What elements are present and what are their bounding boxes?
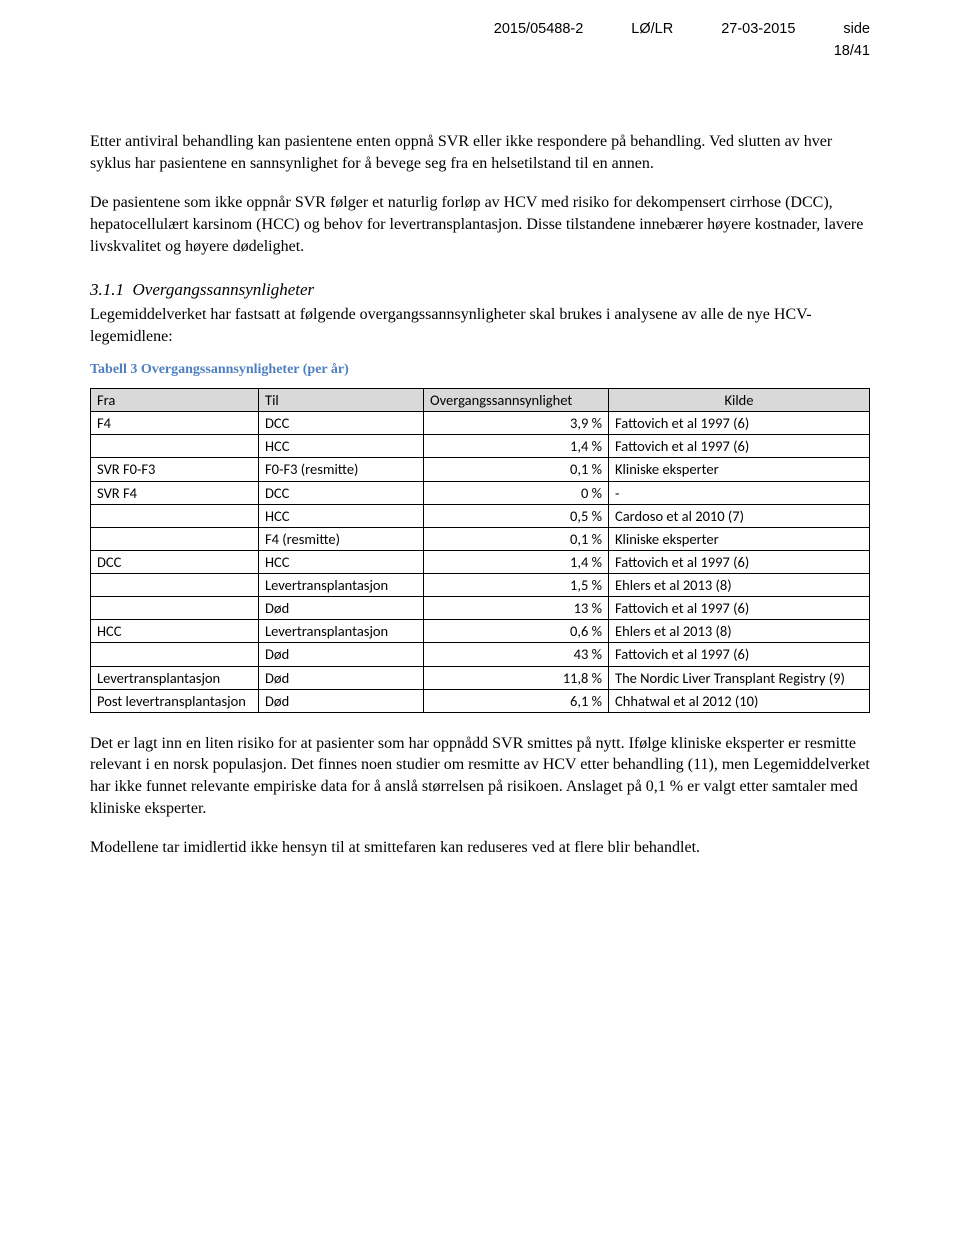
case-number: 2015/05488-2	[494, 20, 584, 40]
th-source: Kilde	[609, 389, 870, 412]
cell-source: Kliniske eksperter	[609, 527, 870, 550]
paragraph-3: Det er lagt inn en liten risiko for at p…	[90, 733, 870, 819]
paragraph-1: Etter antiviral behandling kan pasienten…	[90, 131, 870, 174]
table-row: DCCHCC1,4 %Fattovich et al 1997 (6)	[91, 550, 870, 573]
cell-prob: 13 %	[424, 597, 609, 620]
cell-prob: 0,1 %	[424, 527, 609, 550]
cell-prob: 6,1 %	[424, 689, 609, 712]
table-header-row: Fra Til Overgangssannsynlighet Kilde	[91, 389, 870, 412]
table-row: Levertransplantasjon1,5 %Ehlers et al 20…	[91, 574, 870, 597]
cell-from	[91, 574, 259, 597]
doc-header-row: 2015/05488-2 LØ/LR 27-03-2015 side	[90, 20, 870, 40]
cell-prob: 0,1 %	[424, 458, 609, 481]
cell-source: Fattovich et al 1997 (6)	[609, 412, 870, 435]
cell-prob: 1,5 %	[424, 574, 609, 597]
cell-source: -	[609, 481, 870, 504]
section-intro: Legemiddelverket har fastsatt at følgend…	[90, 304, 870, 347]
cell-to: Levertransplantasjon	[259, 574, 424, 597]
cell-to: HCC	[259, 550, 424, 573]
cell-from	[91, 597, 259, 620]
cell-from: Levertransplantasjon	[91, 666, 259, 689]
cell-from	[91, 527, 259, 550]
cell-source: Fattovich et al 1997 (6)	[609, 550, 870, 573]
th-from: Fra	[91, 389, 259, 412]
table-row: HCC0,5 %Cardoso et al 2010 (7)	[91, 504, 870, 527]
section-number: 3.1.1	[90, 280, 124, 299]
cell-prob: 0,5 %	[424, 504, 609, 527]
cell-to: Levertransplantasjon	[259, 620, 424, 643]
table-row: SVR F0-F3F0-F3 (resmitte)0,1 %Kliniske e…	[91, 458, 870, 481]
cell-source: Fattovich et al 1997 (6)	[609, 597, 870, 620]
paragraph-4: Modellene tar imidlertid ikke hensyn til…	[90, 837, 870, 859]
cell-to: Død	[259, 689, 424, 712]
section-title: Overgangssannsynligheter	[133, 280, 315, 299]
cell-to: HCC	[259, 435, 424, 458]
cell-prob: 3,9 %	[424, 412, 609, 435]
cell-prob: 11,8 %	[424, 666, 609, 689]
cell-prob: 0 %	[424, 481, 609, 504]
cell-prob: 1,4 %	[424, 550, 609, 573]
cell-prob: 0,6 %	[424, 620, 609, 643]
cell-from	[91, 435, 259, 458]
cell-to: Død	[259, 597, 424, 620]
cell-from: HCC	[91, 620, 259, 643]
table-row: Død13 %Fattovich et al 1997 (6)	[91, 597, 870, 620]
cell-from: F4	[91, 412, 259, 435]
table-row: F4DCC3,9 %Fattovich et al 1997 (6)	[91, 412, 870, 435]
cell-from	[91, 504, 259, 527]
table-row: SVR F4DCC0 %-	[91, 481, 870, 504]
doc-date: 27-03-2015	[721, 20, 795, 40]
table-row: HCC1,4 %Fattovich et al 1997 (6)	[91, 435, 870, 458]
table-row: Død43 %Fattovich et al 1997 (6)	[91, 643, 870, 666]
table-row: HCCLevertransplantasjon0,6 %Ehlers et al…	[91, 620, 870, 643]
section-heading: 3.1.1 Overgangssannsynligheter	[90, 279, 870, 302]
cell-prob: 43 %	[424, 643, 609, 666]
cell-from: SVR F4	[91, 481, 259, 504]
side-label: side	[843, 20, 870, 40]
th-to: Til	[259, 389, 424, 412]
cell-source: Fattovich et al 1997 (6)	[609, 643, 870, 666]
cell-to: DCC	[259, 481, 424, 504]
cell-prob: 1,4 %	[424, 435, 609, 458]
cell-from: SVR F0-F3	[91, 458, 259, 481]
doc-ref: LØ/LR	[631, 20, 673, 40]
table-row: F4 (resmitte)0,1 %Kliniske eksperter	[91, 527, 870, 550]
cell-to: Død	[259, 643, 424, 666]
cell-source: The Nordic Liver Transplant Registry (9)	[609, 666, 870, 689]
cell-from	[91, 643, 259, 666]
cell-source: Chhatwal et al 2012 (10)	[609, 689, 870, 712]
cell-source: Fattovich et al 1997 (6)	[609, 435, 870, 458]
table-row: LevertransplantasjonDød11,8 %The Nordic …	[91, 666, 870, 689]
cell-source: Cardoso et al 2010 (7)	[609, 504, 870, 527]
transition-table: Fra Til Overgangssannsynlighet Kilde F4D…	[90, 388, 870, 713]
cell-to: DCC	[259, 412, 424, 435]
cell-to: F0-F3 (resmitte)	[259, 458, 424, 481]
cell-from: Post levertransplantasjon	[91, 689, 259, 712]
paragraph-2: De pasientene som ikke oppnår SVR følger…	[90, 192, 870, 257]
table-caption: Tabell 3 Overgangssannsynligheter (per å…	[90, 361, 870, 380]
th-prob: Overgangssannsynlighet	[424, 389, 609, 412]
table-body: F4DCC3,9 %Fattovich et al 1997 (6)HCC1,4…	[91, 412, 870, 713]
cell-source: Ehlers et al 2013 (8)	[609, 574, 870, 597]
cell-from: DCC	[91, 550, 259, 573]
cell-to: Død	[259, 666, 424, 689]
cell-source: Ehlers et al 2013 (8)	[609, 620, 870, 643]
cell-to: HCC	[259, 504, 424, 527]
cell-to: F4 (resmitte)	[259, 527, 424, 550]
table-row: Post levertransplantasjonDød6,1 %Chhatwa…	[91, 689, 870, 712]
page-number: 18/41	[90, 42, 870, 62]
cell-source: Kliniske eksperter	[609, 458, 870, 481]
